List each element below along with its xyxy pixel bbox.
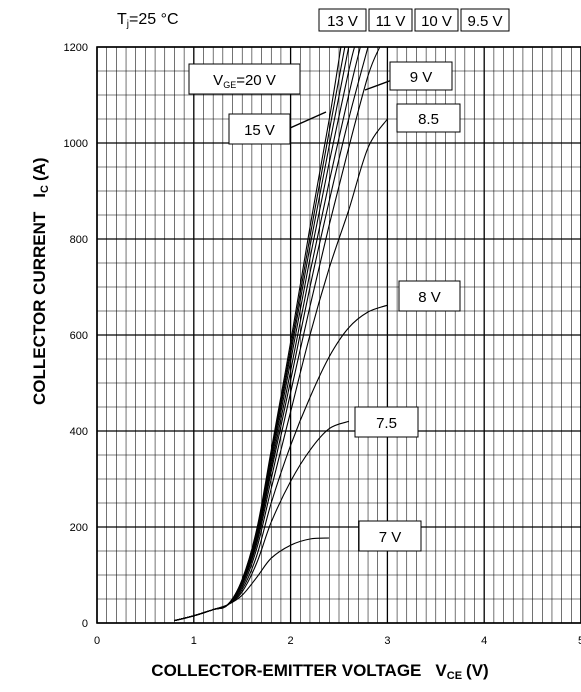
annotation-9v-text: 9 V <box>410 69 433 86</box>
x-axis-title-main: COLLECTOR-EMITTER VOLTAGE <box>151 661 421 680</box>
x-tick-label: 1 <box>191 635 197 647</box>
plot-frame <box>96 46 581 624</box>
y-tick-label: 200 <box>70 522 88 534</box>
annotation-13v-text: 13 V <box>327 13 358 30</box>
annotation-9-5v: 9.5 V <box>460 8 510 32</box>
tick-labels: 0 1 2 3 4 5 0 200 400 600 800 1000 1200 <box>64 42 581 647</box>
major-grid <box>96 46 581 624</box>
annotation-7v: 7 V <box>358 520 422 552</box>
annotation-7v-text: 7 V <box>379 529 402 546</box>
plot-border <box>96 46 581 624</box>
annotation-8-5v-text: 8.5 <box>418 111 439 128</box>
x-tick-label: 2 <box>288 635 294 647</box>
annotation-8-5v: 8.5 <box>396 103 461 133</box>
x-tick-label: 4 <box>481 635 487 647</box>
annotation-vge-20v-text: VGE=20 V <box>213 72 276 90</box>
y-tick-label: 0 <box>82 618 88 630</box>
x-tick-label: 0 <box>94 635 100 647</box>
y-tick-label: 1200 <box>64 42 88 54</box>
vge-subscript: GE <box>223 80 236 90</box>
y-tick-label: 1000 <box>64 138 88 150</box>
vge-value: =20 V <box>236 72 276 89</box>
annotation-10v-text: 10 V <box>421 13 452 30</box>
y-tick-label: 600 <box>70 330 88 342</box>
annotation-11v: 11 V <box>368 8 413 32</box>
annotation-15v: 15 V <box>228 111 327 145</box>
tj-value: =25 °C <box>129 11 179 28</box>
tj-condition-label: Tj=25 °C <box>117 11 179 30</box>
y-axis-title-main: COLLECTOR CURRENT <box>30 211 49 405</box>
y-axis-title: COLLECTOR CURRENT IC (A) <box>30 157 51 405</box>
annotation-vge-20v: VGE=20 V <box>188 63 301 95</box>
annotation-8v: 8 V <box>398 280 461 312</box>
tj-subscript: j <box>126 19 129 30</box>
x-axis-title-unit: (V) <box>466 661 489 680</box>
y-tick-label: 400 <box>70 426 88 438</box>
annotation-9-5v-text: 9.5 V <box>467 13 502 30</box>
y-axis-title-unit: (A) <box>30 157 49 181</box>
series-line <box>174 47 342 622</box>
x-axis-title-subscript: CE <box>447 670 462 682</box>
annotation-15v-text: 15 V <box>244 122 275 139</box>
annotation-10v: 10 V <box>414 8 459 32</box>
vge-symbol: V <box>213 72 223 89</box>
x-tick-label: 5 <box>578 635 581 647</box>
y-axis-title-subscript: C <box>39 185 51 193</box>
curve-group <box>174 47 388 622</box>
annotation-7-5v-text: 7.5 <box>376 415 397 432</box>
annotation-11v-text: 11 V <box>376 13 406 30</box>
y-axis-title-symbol: I <box>30 193 49 198</box>
x-axis-title: COLLECTOR-EMITTER VOLTAGE VCE (V) <box>151 661 488 682</box>
annotation-13v: 13 V <box>318 8 367 32</box>
annotation-8v-text: 8 V <box>418 289 441 306</box>
x-tick-label: 3 <box>384 635 390 647</box>
annotation-7-5v: 7.5 <box>354 406 419 438</box>
annotation-9v: 9 V <box>364 61 453 91</box>
tj-symbol: T <box>117 11 127 28</box>
x-axis-title-symbol: V <box>435 661 447 680</box>
y-tick-label: 800 <box>70 234 88 246</box>
